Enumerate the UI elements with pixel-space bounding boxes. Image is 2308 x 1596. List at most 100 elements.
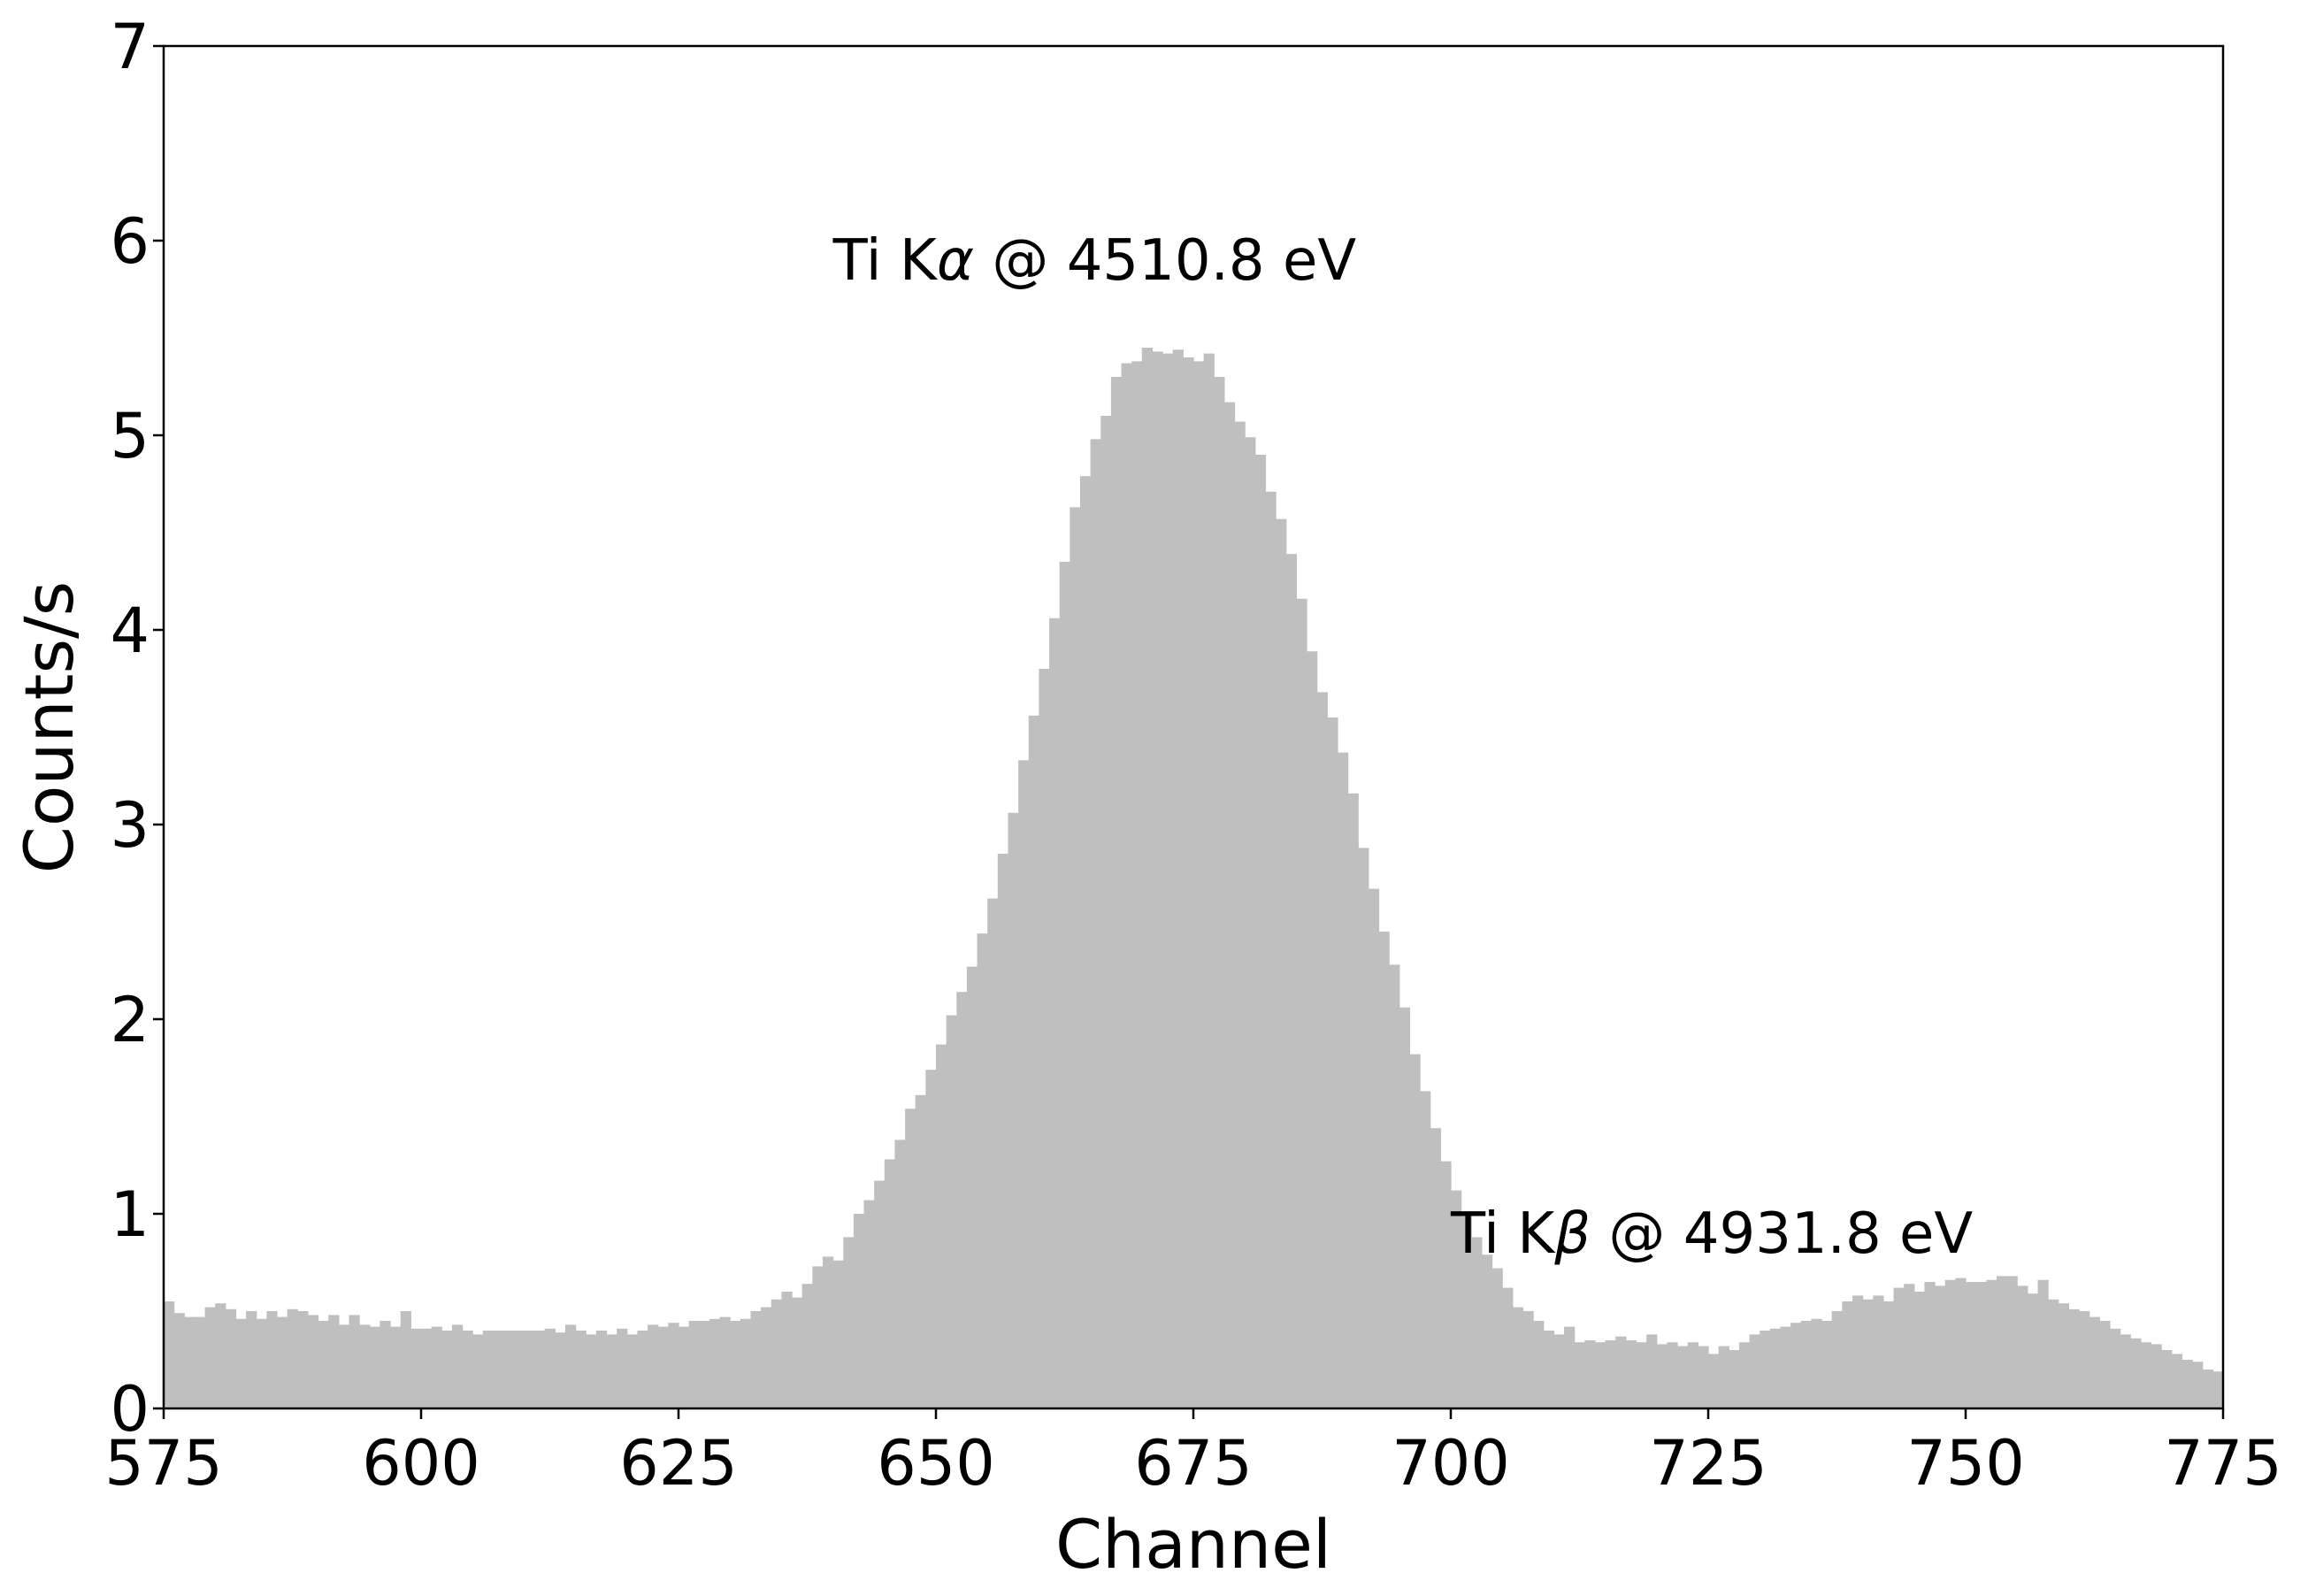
histogram-bar xyxy=(1079,476,1092,1409)
annotation-suffix: @ 4931.8 eV xyxy=(1591,1201,1973,1267)
histogram-bar xyxy=(349,1315,360,1408)
histogram-bar xyxy=(1924,1282,1936,1408)
histogram-bar xyxy=(2089,1316,2100,1408)
histogram-bar xyxy=(338,1324,350,1408)
histogram-bar xyxy=(1811,1318,1822,1408)
histogram-bar xyxy=(1873,1295,1884,1408)
histogram-bar xyxy=(1141,348,1154,1408)
histogram-bar xyxy=(1234,421,1246,1409)
histogram-bar xyxy=(2140,1342,2152,1408)
histogram-bar xyxy=(688,1321,700,1408)
histogram-bar xyxy=(792,1297,803,1408)
histogram-bar xyxy=(1913,1292,1926,1408)
histogram-bar xyxy=(2037,1279,2049,1408)
histogram-bar xyxy=(761,1307,772,1408)
histogram-bar xyxy=(1955,1278,1967,1408)
histogram-bar xyxy=(2068,1308,2080,1408)
x-tick-label: 625 xyxy=(619,1427,738,1500)
histogram-bar xyxy=(1100,416,1112,1408)
histogram-bar xyxy=(215,1303,226,1408)
histogram-bar xyxy=(173,1313,185,1408)
histogram-bar xyxy=(1131,361,1143,1408)
histogram-bar xyxy=(1543,1331,1554,1408)
histogram-bar xyxy=(1461,1214,1472,1408)
histogram-bar xyxy=(1553,1334,1565,1408)
x-axis-ticks: 575 600 625 650 675 700 725 750 775 xyxy=(104,1408,2282,1500)
histogram-bar xyxy=(1276,518,1287,1408)
histogram-bar xyxy=(1904,1284,1915,1408)
histogram-bar xyxy=(1162,353,1174,1409)
histogram-bar xyxy=(1296,598,1307,1408)
histogram-bar xyxy=(987,898,999,1408)
histogram-bar xyxy=(884,1159,896,1408)
histogram-bar xyxy=(1605,1340,1616,1408)
histogram-bar xyxy=(1327,717,1338,1408)
histogram-bar xyxy=(966,966,978,1408)
histogram-bar xyxy=(740,1318,752,1408)
histogram-bar xyxy=(359,1324,371,1408)
histogram-bar xyxy=(318,1321,329,1408)
histogram-bar xyxy=(1337,752,1349,1408)
histogram-bar xyxy=(1821,1321,1833,1408)
y-tick-label: 6 xyxy=(110,205,150,278)
histogram-bar xyxy=(400,1311,411,1408)
histogram-bar xyxy=(1522,1311,1534,1408)
histogram-bar xyxy=(1368,888,1380,1408)
histogram-bar xyxy=(1059,562,1070,1408)
histogram-bar xyxy=(626,1334,639,1408)
histogram-bar xyxy=(586,1334,597,1408)
histogram-bar xyxy=(2151,1344,2162,1408)
histogram-bar xyxy=(2109,1328,2121,1408)
y-axis-ticks: 0 1 2 3 4 5 6 7 xyxy=(110,11,164,1446)
histogram-bar xyxy=(307,1315,319,1408)
histogram-bar xyxy=(462,1331,473,1408)
histogram-bar xyxy=(1451,1190,1462,1408)
x-tick-label: 600 xyxy=(362,1427,480,1500)
y-tick-label: 3 xyxy=(110,789,150,862)
histogram-bar xyxy=(369,1326,381,1408)
histogram-bar xyxy=(1533,1321,1545,1408)
histogram-bar xyxy=(1769,1328,1782,1408)
histogram-bar xyxy=(1399,1007,1411,1408)
histogram-bar xyxy=(1265,491,1277,1408)
histogram-bar xyxy=(1729,1350,1740,1408)
histogram-bar xyxy=(2027,1293,2039,1408)
histogram-bar xyxy=(524,1331,535,1408)
y-tick-label: 2 xyxy=(110,984,150,1056)
histogram-bar xyxy=(1852,1295,1864,1408)
y-tick-label: 1 xyxy=(110,1178,150,1251)
histogram-bar xyxy=(1440,1161,1452,1408)
histogram-bar xyxy=(1316,692,1328,1408)
histogram-bar xyxy=(843,1237,855,1408)
histogram-bar xyxy=(2192,1362,2204,1408)
histogram-bar xyxy=(194,1316,206,1408)
annotation-symbol: α xyxy=(937,228,974,294)
histogram-bar xyxy=(380,1321,391,1408)
histogram-bar xyxy=(2017,1285,2028,1408)
histogram-bar xyxy=(956,992,968,1408)
histogram-bar xyxy=(832,1260,844,1408)
histogram-bar xyxy=(1935,1285,1946,1408)
histogram-bar xyxy=(1944,1279,1956,1408)
histogram-bar xyxy=(1790,1323,1802,1408)
annotation-suffix: @ 4510.8 eV xyxy=(974,228,1356,294)
histogram-bar xyxy=(493,1331,504,1408)
histogram-bar xyxy=(1223,402,1236,1409)
histogram-bar xyxy=(1780,1326,1791,1408)
y-axis-title: Counts/s xyxy=(10,581,88,874)
histogram-bar xyxy=(2099,1321,2111,1408)
peak-annotation: Ti Kβ @ 4931.8 eV xyxy=(1450,1201,1973,1267)
y-tick-label: 7 xyxy=(110,11,150,83)
histogram-bar xyxy=(1646,1334,1658,1408)
histogram-bar xyxy=(1347,793,1359,1408)
histogram-bar xyxy=(2130,1338,2142,1408)
y-tick-label: 5 xyxy=(110,400,150,472)
histogram-bar xyxy=(1203,353,1215,1409)
histogram-bar xyxy=(390,1326,402,1408)
histogram-bar xyxy=(1656,1344,1668,1408)
histogram-bar xyxy=(1193,361,1205,1408)
histogram-bar xyxy=(637,1331,648,1408)
histogram-bar xyxy=(1882,1301,1895,1408)
histogram-bar xyxy=(2161,1350,2173,1408)
